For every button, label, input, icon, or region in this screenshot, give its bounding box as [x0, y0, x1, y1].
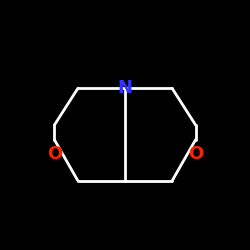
Text: N: N [118, 79, 132, 97]
Text: O: O [47, 146, 62, 164]
Text: O: O [188, 146, 203, 164]
